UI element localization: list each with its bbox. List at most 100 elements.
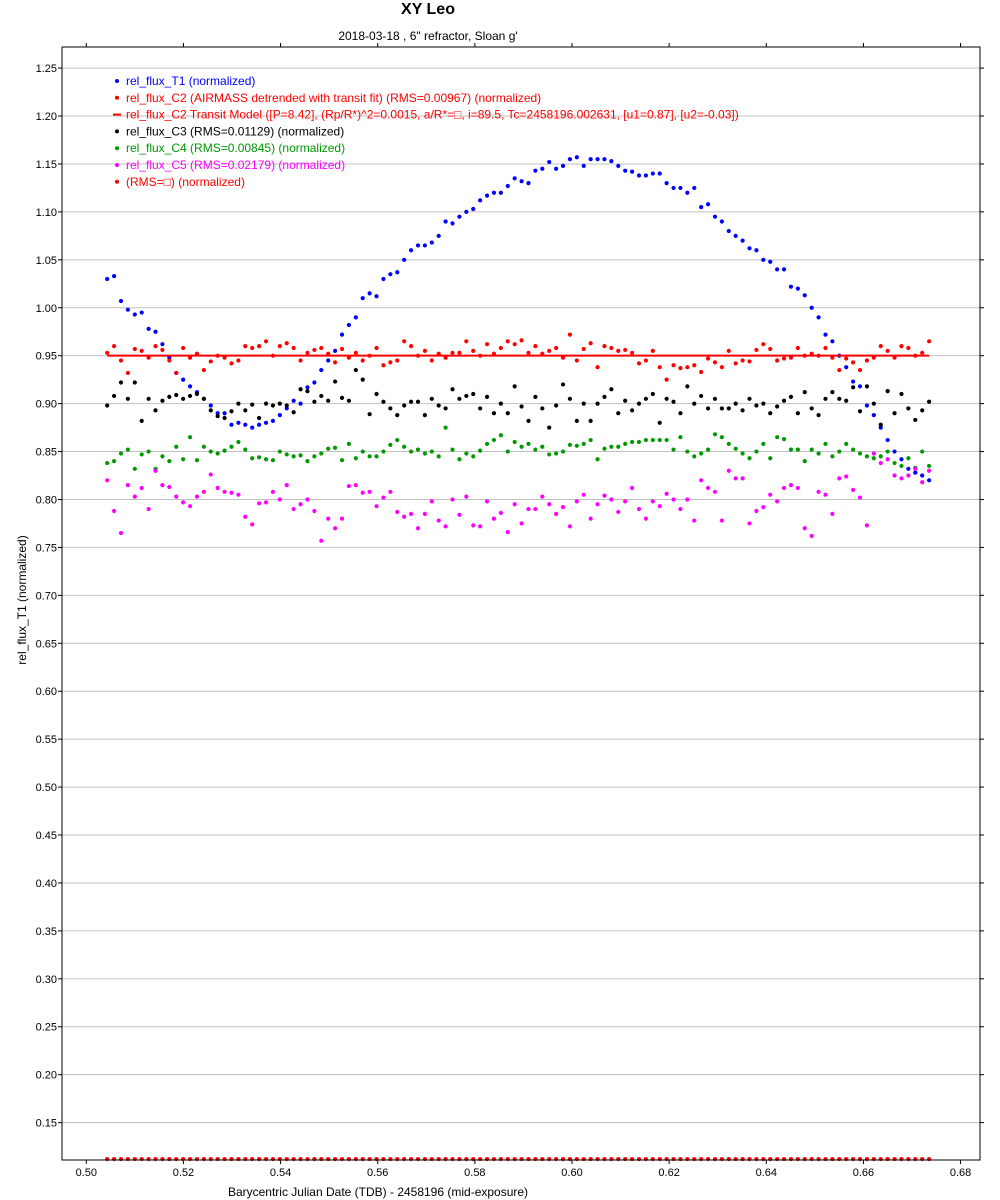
- data-point: [671, 363, 676, 368]
- data-point: [533, 1156, 538, 1162]
- data-point: [795, 286, 800, 291]
- data-point: [795, 411, 800, 416]
- data-point: [353, 315, 358, 320]
- data-point: [263, 401, 269, 406]
- data-point: [132, 312, 137, 317]
- y-tick-label: 0.75: [36, 542, 57, 554]
- data-point: [243, 447, 248, 452]
- data-point: [747, 521, 752, 526]
- data-point: [125, 1156, 130, 1162]
- data-point: [312, 347, 317, 353]
- data-point: [574, 443, 579, 448]
- data-point: [609, 387, 614, 392]
- x-tick-label: 0.62: [658, 1167, 679, 1179]
- y-tick-label: 0.25: [36, 1022, 57, 1034]
- data-point: [526, 441, 531, 446]
- data-point: [692, 518, 697, 523]
- data-point: [381, 276, 386, 282]
- data-point: [671, 399, 676, 404]
- data-point: [222, 489, 227, 494]
- data-point: [111, 274, 117, 279]
- data-point: [146, 326, 151, 331]
- legend-entry: rel_flux_C3 (RMS=0.01129) (normalized): [126, 124, 344, 138]
- data-point: [464, 451, 469, 456]
- data-point: [408, 449, 414, 454]
- data-point: [250, 522, 255, 527]
- data-point: [236, 401, 241, 406]
- data-point: [160, 398, 165, 403]
- data-point: [775, 404, 780, 409]
- data-point: [298, 502, 303, 507]
- data-point: [554, 511, 559, 516]
- data-point: [560, 1156, 566, 1162]
- data-point: [816, 1156, 821, 1162]
- data-point: [305, 350, 310, 355]
- data-point: [415, 526, 421, 531]
- data-point: [201, 367, 206, 373]
- data-point: [629, 169, 635, 174]
- data-point: [892, 449, 897, 454]
- data-point: [450, 1156, 455, 1162]
- data-point: [788, 394, 794, 400]
- data-point: [547, 452, 552, 457]
- data-point: [816, 315, 821, 320]
- data-point: [802, 1156, 807, 1162]
- data-point: [243, 408, 248, 413]
- data-point: [857, 409, 863, 414]
- data-point: [781, 485, 787, 491]
- data-point: [768, 1156, 773, 1162]
- data-point: [892, 411, 897, 416]
- data-point: [885, 1156, 890, 1162]
- data-point: [926, 463, 932, 469]
- data-point: [118, 1156, 124, 1162]
- data-point: [270, 403, 276, 408]
- data-point: [381, 363, 386, 368]
- data-point: [229, 1156, 234, 1162]
- data-point: [284, 403, 289, 408]
- data-point: [664, 181, 669, 186]
- data-point: [312, 399, 317, 404]
- data-point: [926, 1156, 932, 1162]
- data-point: [809, 1156, 814, 1162]
- y-tick-label: 0.80: [36, 494, 57, 506]
- data-point: [574, 155, 579, 160]
- data-point: [125, 370, 130, 376]
- data-point: [712, 432, 718, 437]
- data-point: [781, 356, 787, 361]
- data-point: [498, 345, 503, 351]
- data-point: [781, 436, 787, 442]
- data-point: [567, 442, 573, 447]
- data-point: [650, 391, 655, 397]
- data-point: [788, 284, 794, 289]
- data-point: [533, 344, 538, 349]
- data-point: [319, 345, 324, 351]
- data-point: [174, 392, 179, 398]
- data-point: [236, 1156, 241, 1162]
- data-point: [222, 415, 227, 421]
- data-point: [257, 344, 262, 349]
- data-point: [692, 363, 697, 368]
- legend-point-marker: [115, 95, 119, 100]
- data-point: [450, 387, 455, 392]
- data-point: [305, 497, 310, 502]
- data-point: [298, 453, 303, 458]
- data-point: [636, 361, 642, 366]
- data-point: [457, 214, 462, 219]
- y-tick-label: 1.25: [36, 63, 57, 75]
- data-point: [215, 485, 220, 491]
- data-point: [602, 344, 607, 349]
- data-point: [229, 361, 234, 366]
- data-point: [478, 1156, 483, 1162]
- data-point: [857, 1156, 863, 1162]
- x-tick-label: 0.52: [173, 1167, 194, 1179]
- data-point: [374, 294, 379, 299]
- data-point: [181, 457, 186, 462]
- data-point: [519, 444, 524, 449]
- data-point: [616, 444, 621, 449]
- data-point: [146, 449, 151, 454]
- plot-frame: [61, 46, 981, 1161]
- data-point: [920, 473, 925, 478]
- data-point: [505, 449, 510, 454]
- data-point: [422, 413, 427, 418]
- series-5: [105, 451, 932, 543]
